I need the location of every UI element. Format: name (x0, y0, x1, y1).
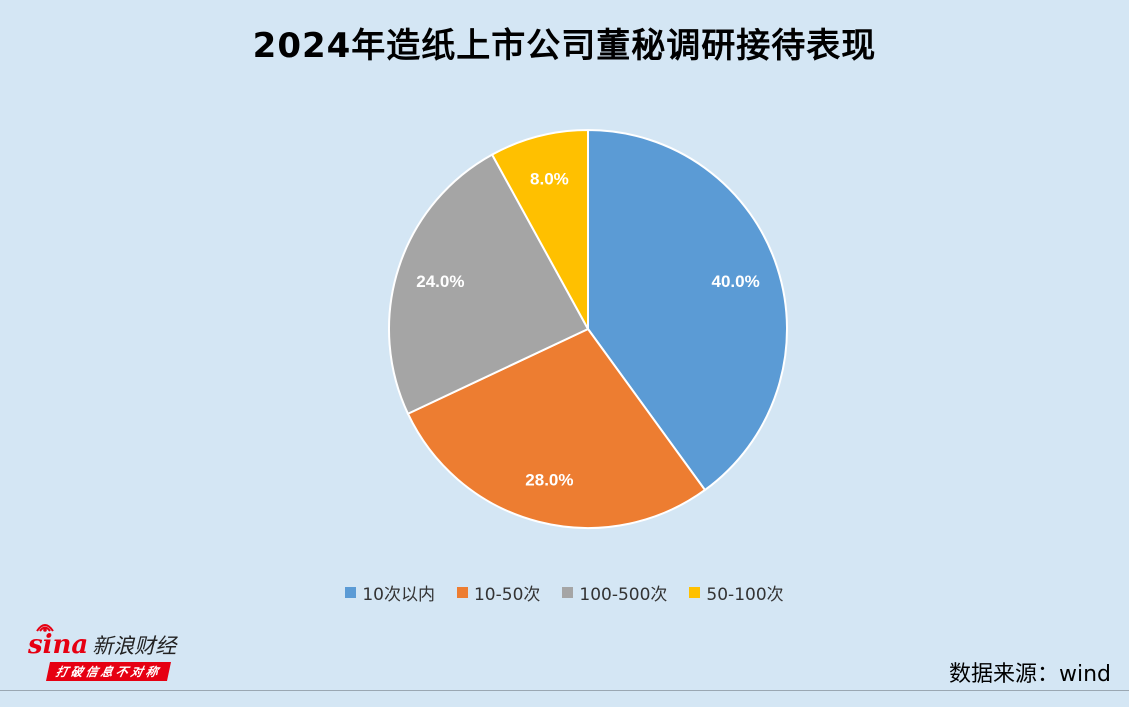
logo-tagline: 打破信息不对称 (45, 662, 172, 681)
legend-label: 100-500次 (579, 585, 668, 605)
sina-brand: sina (28, 630, 89, 660)
pie-slice-100-500次 (388, 153, 590, 416)
legend-swatch (345, 587, 357, 598)
chart-title: 2024年造纸上市公司董秘调研接待表现 (252, 26, 877, 66)
legend-label: 10次以内 (362, 585, 435, 605)
legend: 10次以内 10-50次 100-500次 50-100次 (0, 580, 1129, 605)
legend-swatch (456, 587, 468, 598)
logo-name: 新浪财经 (92, 634, 177, 658)
legend-label: 10-50次 (473, 585, 541, 605)
legend-item-50-100次: 50-100次 (689, 580, 784, 605)
pie-label-100-500次: 24.0% (416, 272, 464, 291)
pie-label-50-100次: 8.0% (530, 170, 569, 189)
sina-eye-icon (36, 624, 54, 632)
pie-slice-10次以内 (587, 128, 788, 492)
legend-swatch (689, 587, 701, 598)
sina-logo-text: sina (28, 624, 89, 660)
legend-item-10-50次: 10-50次 (456, 580, 541, 605)
sina-finance-logo: sina 新浪财经 打破信息不对称 (28, 624, 198, 682)
data-source: 数据来源：wind (948, 662, 1111, 687)
legend-label: 50-100次 (706, 585, 784, 605)
pie-slice-50-100次 (490, 128, 589, 330)
legend-swatch (562, 587, 574, 598)
legend-item-100-500次: 100-500次 (562, 580, 667, 605)
pie-slice-10-50次 (406, 327, 707, 529)
legend-item-10次以内: 10次以内 (345, 580, 435, 605)
pie-label-10-50次: 28.0% (525, 470, 573, 489)
pie-label-10次以内: 40.0% (712, 272, 760, 291)
bottom-divider (0, 690, 1129, 691)
